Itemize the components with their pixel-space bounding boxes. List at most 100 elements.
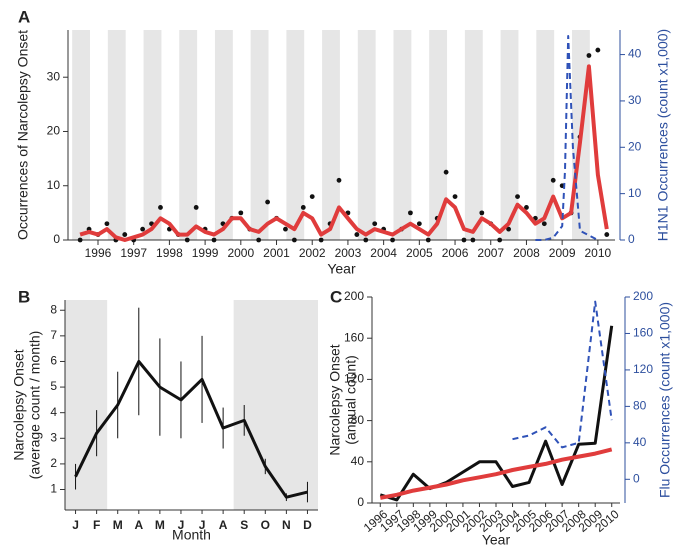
y-tick-label: 30 [47,69,61,83]
panel-label: A [18,7,30,26]
x-tick-label: 2007 [477,246,504,260]
year-stripe [393,30,412,240]
data-point [595,47,601,53]
data-point [390,237,395,243]
panel: C 0 40 80 120 160 200 0 40 80 120 160 200 Flu Occurre… [327,287,673,547]
data-line [79,64,609,242]
y2-axis-label: H1N1 Occurrences (count x1,000) [655,29,671,241]
y2-tick-label: 30 [628,93,642,107]
data-line [74,360,308,499]
y-tick-label: 20 [47,124,61,138]
data-point [416,221,422,227]
season-shade [65,300,108,510]
y-tick-label: 200 [344,289,364,303]
x-tick-label: J [199,518,206,532]
y-tick-label: 10 [47,178,61,192]
data-point [184,237,190,243]
y-axis-label: Occurrences of Narcolepsy Onset [15,30,31,240]
y-tick-label: 1 [50,482,57,496]
x-tick-label: O [261,518,270,532]
data-line [379,447,613,500]
data-point [470,237,476,243]
data-line [535,35,599,241]
year-stripe [143,30,162,240]
x-tick-label: 1999 [192,246,219,260]
data-point [336,177,342,183]
panel-label: C [330,287,342,306]
x-tick-label: 2003 [335,246,362,260]
data-point [158,205,163,210]
y-tick-label: 8 [50,302,57,316]
x-tick-label: S [240,518,248,532]
x-tick-label: M [155,518,165,532]
x-tick-label: 1996 [85,246,112,260]
data-point [497,237,503,243]
panel: B 1 2 3 4 5 6 7 8 Narcolepsy Onset (average count … [11,287,318,543]
x-tick-label: 1997 [120,246,147,260]
y-tick-label: 80 [351,413,365,427]
x-tick-label: F [93,518,100,532]
y2-tick-label: 20 [628,139,642,153]
year-stripe [179,30,198,240]
y-tick-label: 160 [344,330,364,344]
x-tick-label: J [72,518,79,532]
y-tick-label: 0 [53,232,60,246]
data-point [586,53,592,58]
x-tick-label: 2002 [299,246,326,260]
x-tick-label: 2009 [549,246,576,260]
x-tick-label: 1998 [156,246,183,260]
x-tick-label: J [178,518,185,532]
data-point [291,237,297,243]
y-tick-label: 6 [50,354,57,368]
y2-tick-label: 40 [633,435,647,449]
year-stripe [322,30,340,240]
data-point [372,221,378,227]
y-tick-label: 5 [50,379,57,393]
data-point [524,205,529,210]
y-tick-label: 120 [344,372,364,386]
data-point [309,194,315,199]
year-stripe [429,30,448,240]
panel-label: B [18,287,30,306]
x-tick-label: A [134,518,143,532]
x-tick-label: M [113,518,123,532]
data-point [541,221,547,227]
data-point [550,177,556,183]
y-axis-label: Narcolepsy Onset [11,349,27,460]
year-stripe [72,30,90,240]
x-tick-label: 2006 [442,246,469,260]
x-axis-label: Year [327,261,356,277]
year-stripe [286,30,305,240]
y2-tick-label: 120 [633,362,653,376]
data-point [211,237,217,243]
y-tick-label: 2 [50,456,57,470]
data-point [479,210,485,216]
y-axis-label: (annual count) [343,355,359,445]
year-stripe [107,30,126,240]
data-point [515,194,520,199]
x-tick-label: 2008 [513,246,540,260]
y-tick-label: 0 [357,495,364,509]
y2-tick-label: 200 [633,289,653,303]
y-axis-label: Narcolepsy Onset [327,344,343,455]
data-point [122,232,128,237]
data-point [461,237,467,243]
year-stripe [500,30,519,240]
data-point [604,232,610,237]
y-tick-label: 40 [351,454,365,468]
year-stripe [536,30,555,240]
year-stripe [250,30,269,240]
data-point [452,194,458,199]
data-point [256,237,262,243]
y-tick-label: 3 [50,430,57,444]
y2-tick-label: 160 [633,326,653,340]
x-axis-label: Month [172,527,211,543]
data-point [238,210,244,216]
y2-tick-label: 40 [628,47,642,61]
x-tick-label: N [282,518,291,532]
x-tick-label: 2004 [370,246,397,260]
x-tick-label: 2005 [406,246,433,260]
y-tick-label: 4 [50,405,57,419]
data-point [318,237,324,243]
